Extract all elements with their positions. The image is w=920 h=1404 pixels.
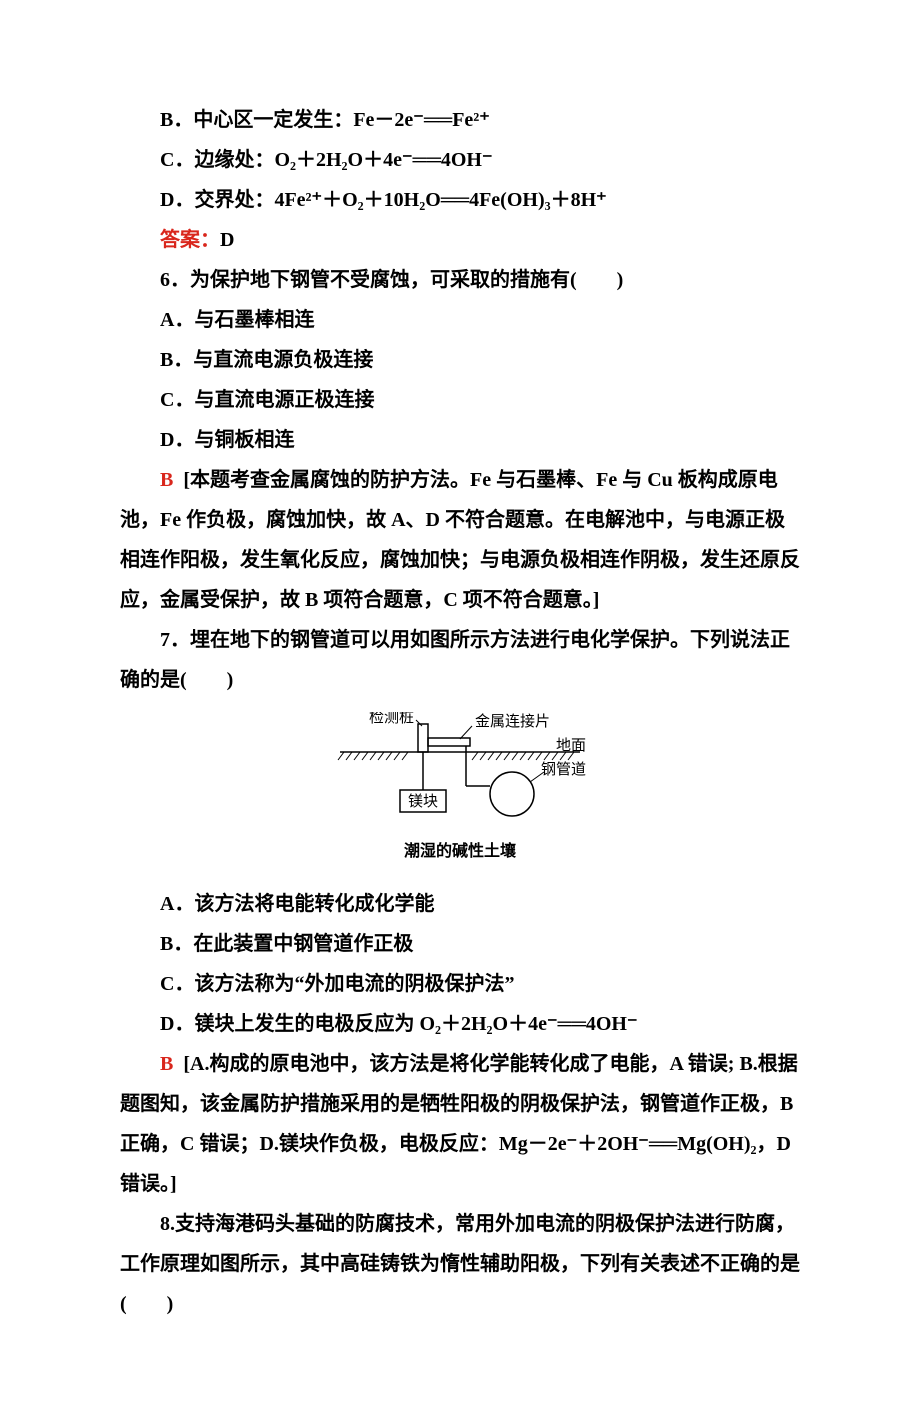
q7-option-a: A．该方法将电能转化成化学能 xyxy=(120,884,800,924)
q6-option-d: D．与铜板相连 xyxy=(120,420,800,460)
q7-explanation: B [A.构成的原电池中，该方法是将化学能转化成了电能，A 错误; B.根据题图… xyxy=(120,1044,800,1204)
q7-figure-caption: 潮湿的碱性土壤 xyxy=(330,836,590,868)
q5-answer-line: 答案：D xyxy=(120,220,800,260)
q6-answer-letter: B xyxy=(160,469,173,491)
q5-option-d: D．交界处：4Fe²⁺＋O₂＋10H₂O══4Fe(OH)₃＋8H⁺ xyxy=(120,180,800,220)
fig-mg-label: 镁块 xyxy=(408,793,438,810)
q5-option-c: C．边缘处：O₂＋2H₂O＋4e⁻══4OH⁻ xyxy=(120,140,800,180)
q7-option-d: D．镁块上发生的电极反应为 O₂＋2H₂O＋4e⁻══4OH⁻ xyxy=(120,1004,800,1044)
q5-option-b: B．中心区一定发生：Fe－2e⁻══Fe²⁺ xyxy=(120,100,800,140)
q7-diagram-svg: 镁块 检测桩 金属连接片 地面 钢管道 xyxy=(330,712,590,832)
q6-explanation-text: [本题考查金属腐蚀的防护方法。Fe 与石墨棒、Fe 与 Cu 板构成原电池，Fe… xyxy=(120,469,800,611)
q5-answer-label: 答案： xyxy=(160,229,220,251)
q6-stem: 6．为保护地下钢管不受腐蚀，可采取的措施有( ) xyxy=(120,260,800,300)
q8-stem: 8.支持海港码头基础的防腐技术，常用外加电流的阴极保护法进行防腐，工作原理如图所… xyxy=(120,1204,800,1324)
q6-option-a: A．与石墨棒相连 xyxy=(120,300,800,340)
fig-pipe-label: 钢管道 xyxy=(541,761,586,778)
q7-answer-letter: B xyxy=(160,1053,173,1075)
q6-option-b: B．与直流电源负极连接 xyxy=(120,340,800,380)
q7-figure: 镁块 检测桩 金属连接片 地面 钢管道 潮湿的碱性土壤 xyxy=(330,712,590,868)
q7-option-c: C．该方法称为“外加电流的阴极保护法” xyxy=(120,964,800,1004)
fig-ground-label: 地面 xyxy=(556,737,586,754)
fig-connector-label: 金属连接片 xyxy=(475,713,550,730)
q7-explanation-text: [A.构成的原电池中，该方法是将化学能转化成了电能，A 错误; B.根据题图知，… xyxy=(120,1053,798,1195)
q7-stem: 7．埋在地下的钢管道可以用如图所示方法进行电化学保护。下列说法正确的是( ) xyxy=(120,620,800,700)
q5-answer-value: D xyxy=(220,229,234,251)
q6-explanation: B [本题考查金属腐蚀的防护方法。Fe 与石墨棒、Fe 与 Cu 板构成原电池，… xyxy=(120,460,800,620)
q7-option-b: B．在此装置中钢管道作正极 xyxy=(120,924,800,964)
fig-post-label: 检测桩 xyxy=(369,712,414,726)
q6-option-c: C．与直流电源正极连接 xyxy=(120,380,800,420)
